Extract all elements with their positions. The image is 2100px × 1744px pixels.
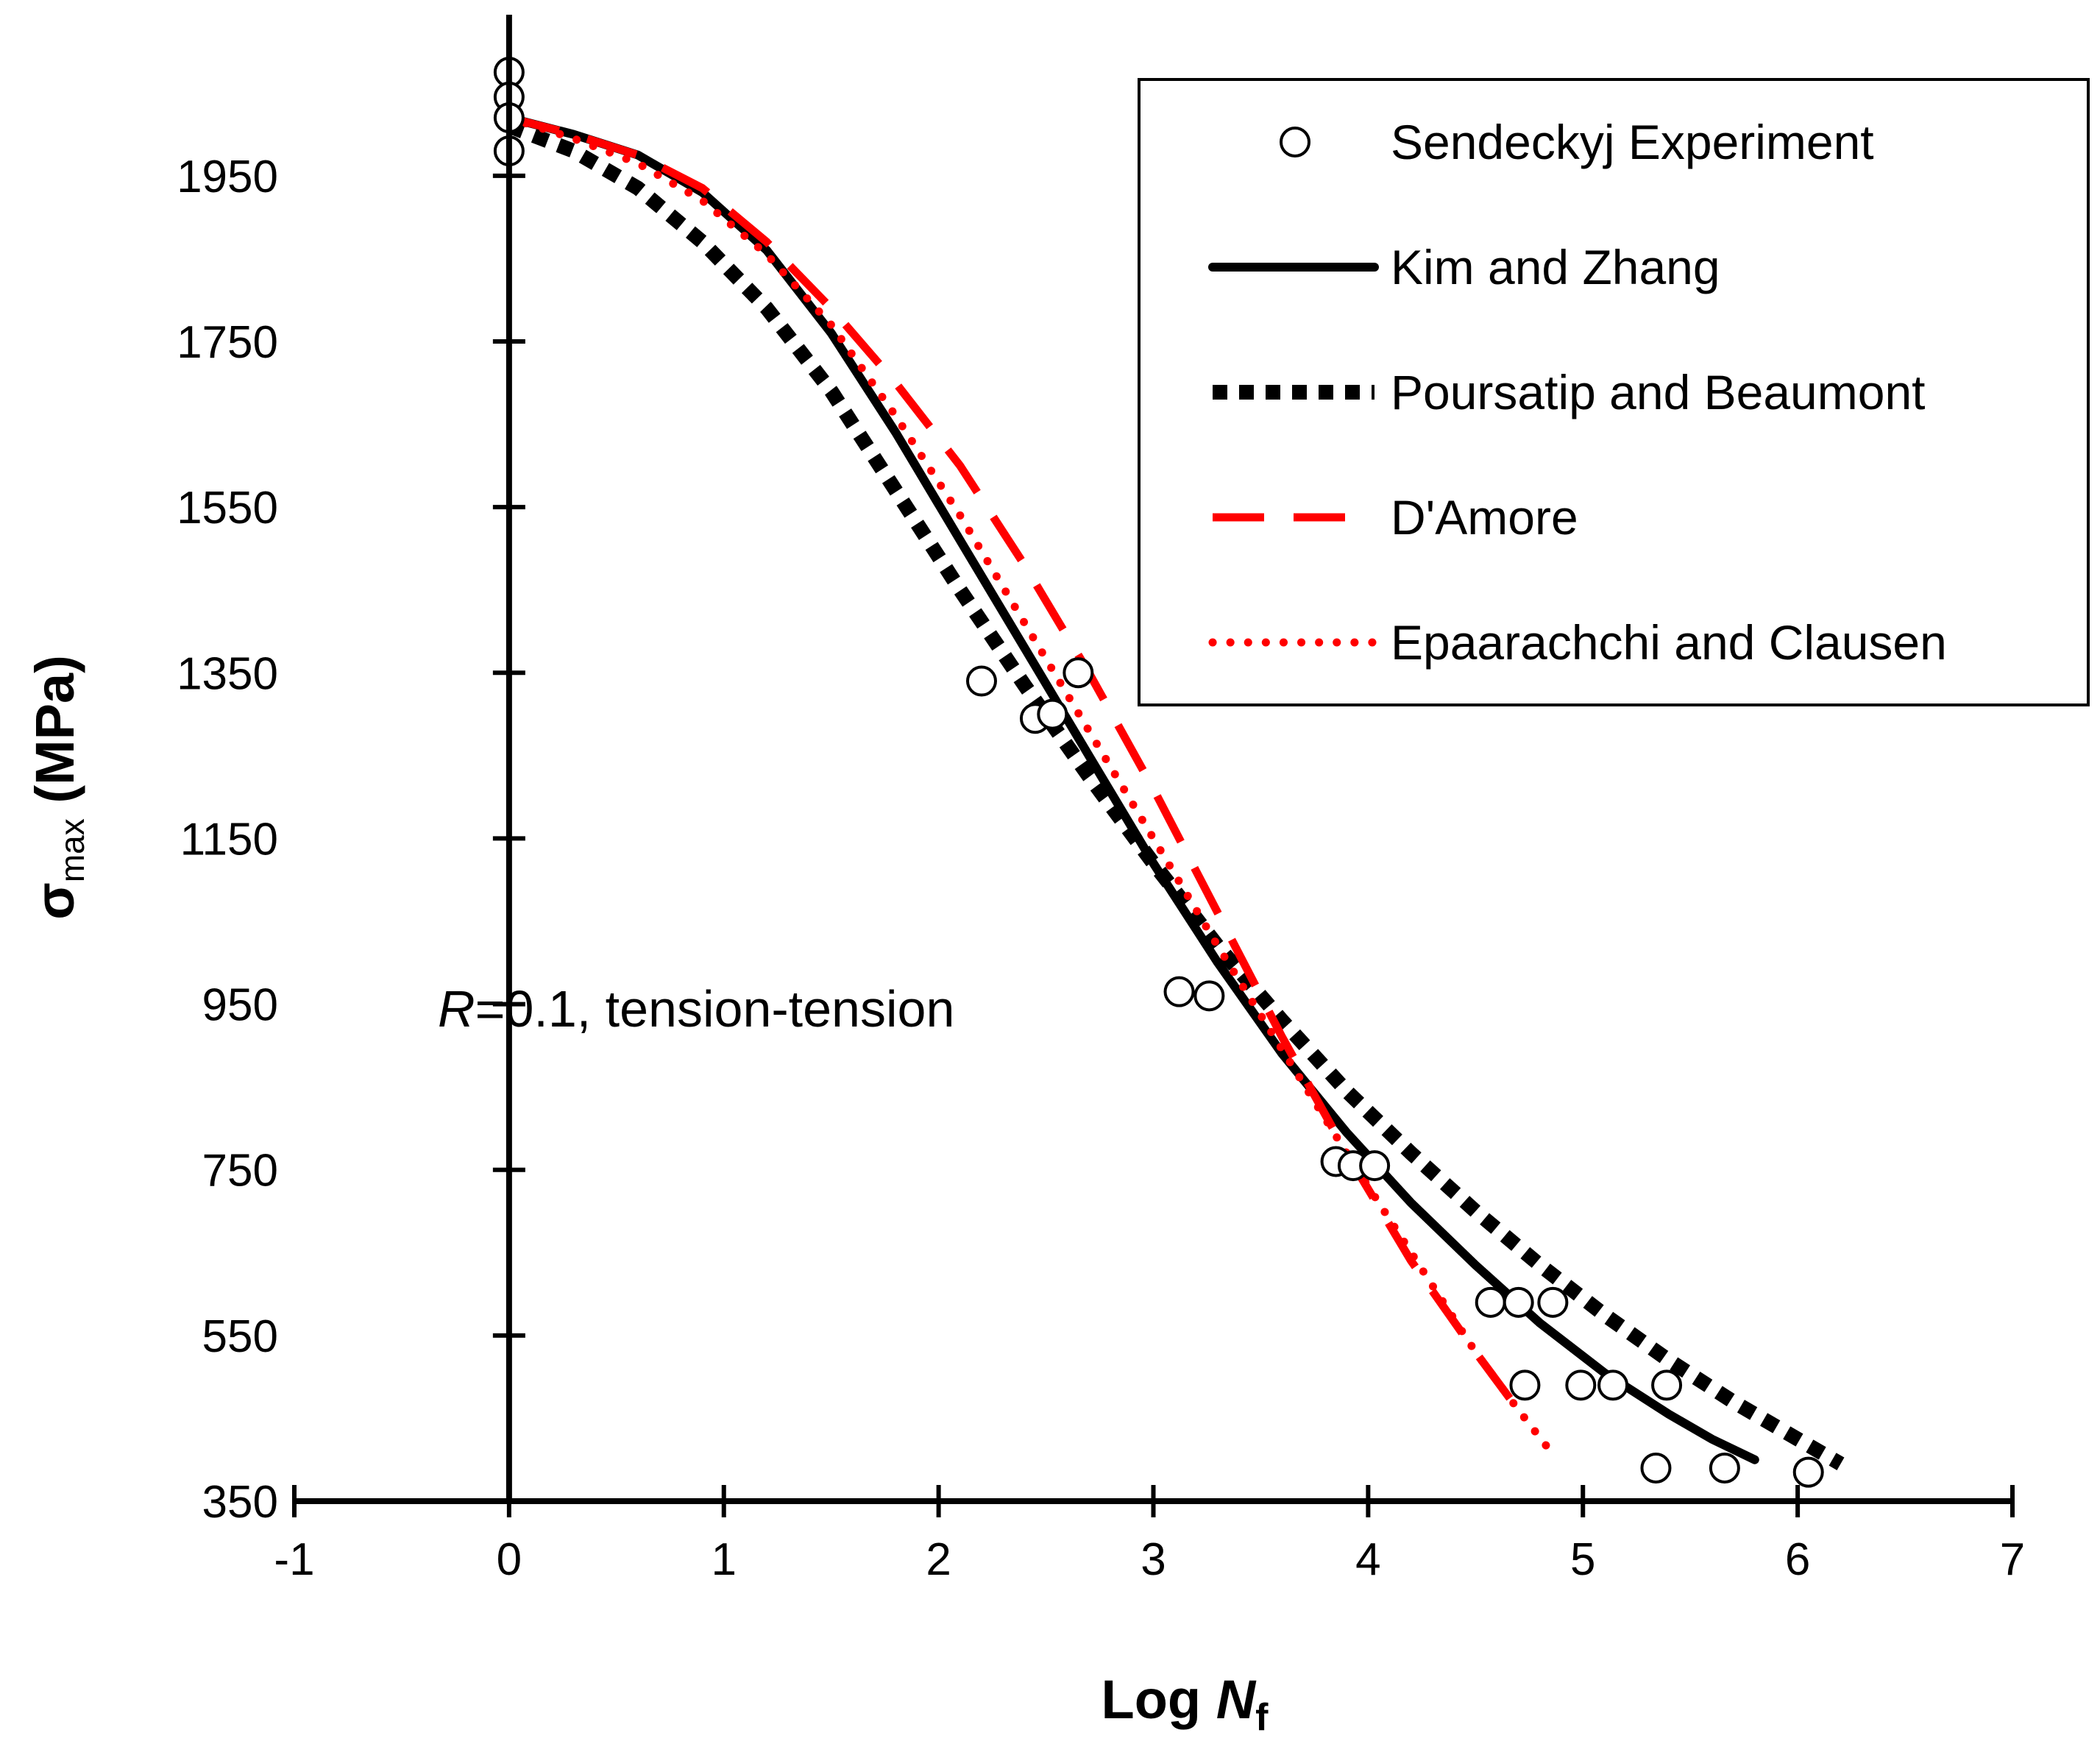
- data-point-sendeckyj-experiment: [1163, 976, 1195, 1007]
- data-point-sendeckyj-experiment: [1597, 1369, 1629, 1401]
- annotation-text: =0.1, tension-tension: [475, 980, 955, 1038]
- data-point-sendeckyj-experiment: [1063, 657, 1094, 689]
- x-tick-label: 3: [1141, 1534, 1166, 1585]
- legend-label-sendeckyj-experiment: Sendeckyj Experiment: [1391, 115, 1874, 169]
- plot-lines: [504, 113, 1845, 1470]
- y-tick-label: 1550: [177, 483, 278, 534]
- data-point-sendeckyj-experiment: [1037, 698, 1068, 730]
- data-point-sendeckyj-experiment: [1193, 980, 1225, 1012]
- y-tick-label: 1950: [177, 152, 278, 202]
- x-tick-label: -1: [274, 1534, 314, 1585]
- x-axis-title-var: N: [1216, 1669, 1257, 1730]
- y-axis-title-main: σ: [24, 882, 85, 920]
- data-point-sendeckyj-experiment: [1509, 1369, 1541, 1401]
- y-axis-title: σmax (MPa): [24, 655, 91, 920]
- series-line-poursatip-and-beaumont: [506, 118, 1845, 1470]
- legend-label-kim-and-zhang: Kim and Zhang: [1391, 240, 1720, 294]
- y-tick-label: 350: [202, 1477, 278, 1528]
- axes: -1 0 1 2 3 4 5 6 7 350 550 750 950 1150 1350 1550 1750 19…: [177, 15, 2025, 1585]
- y-axis-title-unit: (MPa): [24, 655, 85, 818]
- data-point-sendeckyj-experiment: [1359, 1150, 1391, 1182]
- data-point-sendeckyj-experiment: [1640, 1452, 1672, 1484]
- x-axis-title-sub: f: [1255, 1696, 1269, 1739]
- data-point-sendeckyj-experiment: [1537, 1286, 1569, 1318]
- data-point-sendeckyj-experiment: [1709, 1452, 1740, 1484]
- legend-label-epaarachchi-and-clausen: Epaarachchi and Clausen: [1391, 615, 1947, 670]
- y-tick-label: 1750: [177, 317, 278, 368]
- data-point-sendeckyj-experiment: [1792, 1456, 1824, 1488]
- data-point-sendeckyj-experiment: [966, 665, 997, 697]
- y-tick-label: 950: [202, 980, 278, 1031]
- x-tick-label: 6: [1785, 1534, 1810, 1585]
- data-point-sendeckyj-experiment: [1503, 1286, 1534, 1318]
- series-line-kim-and-zhang: [504, 113, 1759, 1464]
- data-point-sendeckyj-experiment: [1651, 1369, 1683, 1401]
- x-tick-label: 0: [497, 1534, 522, 1585]
- x-tick-label: 2: [926, 1534, 951, 1585]
- y-tick-label: 1350: [177, 648, 278, 699]
- annotation-variable: R: [438, 980, 475, 1038]
- series-line-d-amore: [508, 113, 1522, 1413]
- legend: Sendeckyj Experiment Kim and Zhang Poursat…: [1138, 78, 2090, 706]
- legend-label-d-amore: D'Amore: [1391, 490, 1578, 545]
- legend-label-poursatip-and-beaumont: Poursatip and Beaumont: [1391, 365, 1925, 419]
- x-axis-title: Log Nf: [1102, 1669, 1269, 1739]
- x-tick-label: 7: [2000, 1534, 2025, 1585]
- legend-marker-sendeckyj-experiment: [1280, 127, 1310, 157]
- x-axis-title-main: Log: [1102, 1669, 1216, 1730]
- x-tick-label: 1: [712, 1534, 737, 1585]
- x-tick-label: 5: [1570, 1534, 1595, 1585]
- y-tick-label: 750: [202, 1146, 278, 1197]
- data-point-sendeckyj-experiment: [1565, 1369, 1597, 1401]
- y-axis-title-sub: max: [53, 818, 91, 882]
- chart-annotation: R=0.1, tension-tension: [438, 980, 954, 1038]
- y-tick-label: 1150: [180, 814, 278, 865]
- series-line-epaarachchi-and-clausen: [505, 113, 1555, 1456]
- data-point-sendeckyj-experiment: [1475, 1286, 1506, 1318]
- plot-markers: [493, 57, 1824, 1488]
- x-tick-label: 4: [1355, 1534, 1380, 1585]
- y-tick-label: 550: [202, 1311, 278, 1362]
